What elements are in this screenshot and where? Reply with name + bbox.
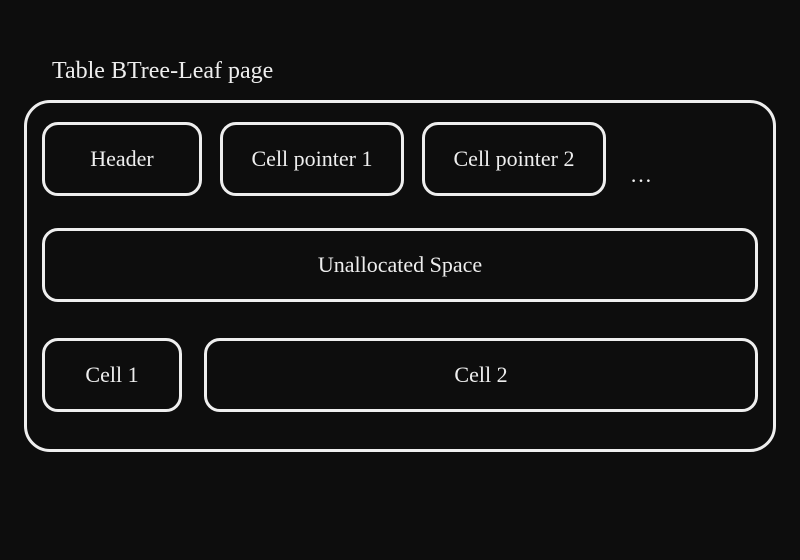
cell-pointer-2-box: Cell pointer 2 bbox=[422, 122, 606, 196]
header-box: Header bbox=[42, 122, 202, 196]
row-unallocated: Unallocated Space bbox=[42, 228, 758, 302]
page-container: Table BTree-Leaf page Header Cell pointe… bbox=[24, 100, 776, 452]
ellipsis-label: … bbox=[624, 162, 652, 196]
cell-1-box: Cell 1 bbox=[42, 338, 182, 412]
diagram-title: Table BTree-Leaf page bbox=[52, 58, 273, 85]
diagram-canvas: Table BTree-Leaf page Header Cell pointe… bbox=[0, 0, 800, 560]
cell-2-box: Cell 2 bbox=[204, 338, 758, 412]
unallocated-space-box: Unallocated Space bbox=[42, 228, 758, 302]
cell-pointer-1-box: Cell pointer 1 bbox=[220, 122, 404, 196]
row-pointers: Header Cell pointer 1 Cell pointer 2 … bbox=[42, 122, 758, 196]
row-cells: Cell 1 Cell 2 bbox=[42, 338, 758, 412]
